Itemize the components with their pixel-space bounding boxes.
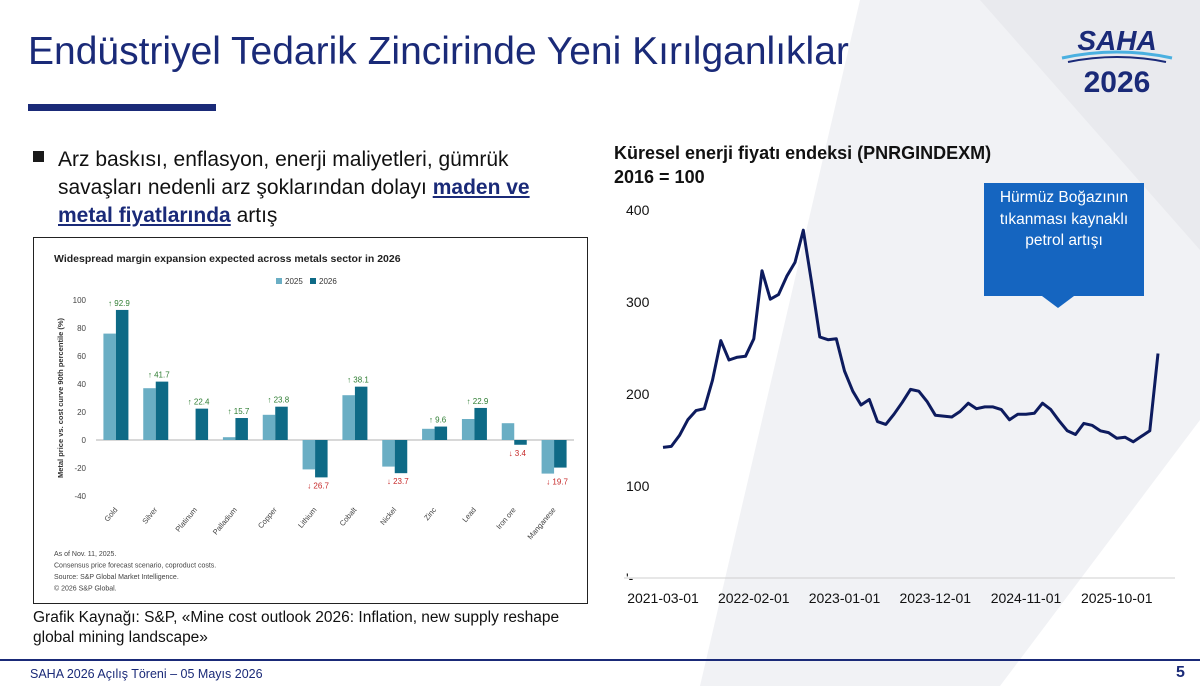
bar-data-label: ↑ 22.4 (188, 398, 210, 407)
bar-2025 (262, 414, 276, 440)
bar-2026 (354, 386, 368, 440)
bar-data-label: ↑ 22.9 (467, 397, 489, 406)
legend-label-2025: 2025 (285, 277, 303, 286)
line-y-tick-label: 200 (626, 386, 650, 402)
bullet-text-end: artış (230, 204, 278, 227)
line-x-tick-label: 2024-11-01 (991, 590, 1062, 606)
line-x-tick-label: 2025-10-01 (1081, 590, 1153, 606)
bar-2025 (342, 395, 355, 440)
line-y-tick-label: 400 (626, 202, 650, 218)
bar-y-tick-label: 40 (77, 380, 86, 389)
bar-category-label: Gold (102, 506, 119, 524)
bar-2025 (461, 419, 475, 440)
bar-2025 (501, 423, 515, 440)
bar-y-tick-label: 0 (82, 436, 87, 445)
bar-data-label: ↑ 38.1 (347, 376, 369, 385)
bar-2025 (103, 333, 116, 440)
bar-y-tick-label: 100 (73, 296, 87, 305)
bar-data-label: ↑ 15.7 (228, 407, 250, 416)
bar-y-tick-label: -40 (74, 492, 86, 501)
energy-chart-subtitle: 2016 = 100 (614, 167, 705, 187)
bar-2026 (195, 408, 209, 440)
bar-data-label: ↓ 23.7 (387, 477, 409, 486)
bar-2025 (382, 440, 395, 467)
bar-y-tick-label: 80 (77, 324, 86, 333)
bar-note: © 2026 S&P Global. (54, 585, 117, 593)
bar-2026 (315, 440, 328, 478)
bar-category-label: Palladium (211, 506, 239, 537)
bar-2026 (434, 426, 448, 440)
bar-category-label: Platinum (173, 506, 199, 534)
line-x-tick-label: 2022-02-01 (718, 590, 790, 606)
bar-data-label: ↑ 92.9 (108, 299, 130, 308)
footer-divider (0, 659, 1200, 661)
bar-2025 (222, 437, 236, 440)
bar-data-label: ↑ 41.7 (148, 371, 170, 380)
bar-data-label: ↓ 3.4 (509, 449, 527, 458)
line-y-tick-label: 100 (626, 478, 650, 494)
bar-category-label: Silver (140, 505, 159, 526)
legend-swatch-2026 (310, 278, 316, 284)
bar-chart-title: Widespread margin expansion expected acr… (54, 253, 401, 265)
saha-2026-logo: SAHA 2026 (1061, 25, 1173, 96)
bar-data-label: ↑ 9.6 (429, 416, 447, 425)
legend-swatch-2025 (276, 278, 282, 284)
energy-chart-title-line: Küresel enerji fiyatı endeksi (PNRGINDEX… (614, 143, 992, 163)
bar-category-label: Nickel (378, 505, 398, 527)
bar-2025 (541, 440, 555, 474)
bar-2026 (235, 418, 248, 440)
bar-2025 (143, 388, 156, 440)
logo-bottom-text: 2026 (1084, 66, 1151, 96)
page-title: Endüstriyel Tedarik Zincirinde Yeni Kırı… (28, 30, 849, 73)
energy-index-line (662, 228, 1160, 449)
page-number: 5 (1176, 664, 1185, 681)
bar-y-tick-label: 20 (77, 408, 86, 417)
bar-2026 (275, 406, 288, 440)
bar-category-label: Copper (256, 505, 279, 530)
metals-margin-bar-chart: Widespread margin expansion expected acr… (54, 253, 574, 593)
callout-pointer (1042, 296, 1074, 308)
bar-note: Source: S&P Global Market Intelligence. (54, 574, 179, 581)
bar-data-label: ↑ 23.8 (267, 396, 289, 405)
footer-text: SAHA 2026 Açılış Töreni – 05 Mayıs 2026 (30, 667, 263, 681)
bar-2026 (554, 440, 567, 468)
bar-category-label: Cobalt (338, 505, 359, 528)
bar-2025 (422, 428, 435, 440)
chart-source: Grafik Kaynağı: S&P, «Mine cost outlook … (33, 609, 560, 646)
bar-y-tick-label: -20 (74, 464, 86, 473)
bar-y-axis-label: Metal price vs. cost curve 90th percenti… (56, 317, 65, 478)
line-x-tick-label: 2021-03-01 (627, 590, 699, 606)
bar-category-label: Iron ore (494, 506, 518, 532)
legend-label-2026: 2026 (319, 277, 337, 286)
energy-chart-title: Küresel enerji fiyatı endeksi (PNRGINDEX… (614, 141, 991, 189)
bar-note: As of Nov. 11, 2025. (54, 551, 116, 558)
bar-2026 (115, 309, 129, 440)
bar-category-label: Lead (460, 506, 478, 525)
title-underline (28, 104, 216, 111)
bar-2026 (155, 381, 169, 440)
bar-2026 (474, 407, 487, 440)
bar-legend: 2025 2026 (276, 277, 337, 286)
line-x-tick-label: 2023-12-01 (899, 590, 971, 606)
hormuz-callout: Hürmüz Boğazının tıkanması kaynaklı petr… (984, 183, 1144, 296)
bar-data-label: ↓ 26.7 (307, 481, 329, 490)
bar-data-label: ↓ 19.7 (546, 478, 568, 487)
bullet-square-icon (33, 151, 44, 162)
bullet-text-part: Arz baskısı, enflasyon, enerji maliyetle… (58, 148, 509, 199)
bar-category-label: Manganese (526, 506, 558, 542)
bar-2026 (514, 440, 527, 445)
bullet-text: Arz baskısı, enflasyon, enerji maliyetle… (58, 146, 578, 230)
bar-note: Consensus price forecast scenario, copro… (54, 563, 216, 570)
line-y-tick-label: 300 (626, 294, 650, 310)
bar-2025 (302, 440, 316, 470)
bar-2026 (394, 440, 408, 474)
bar-category-label: Zinc (422, 505, 438, 522)
bar-category-label: Lithium (296, 506, 318, 530)
bullet-highlight: maden ve metal fiyatlarında (58, 176, 530, 227)
line-x-tick-label: 2023-01-01 (809, 590, 881, 606)
bar-y-tick-label: 60 (77, 352, 86, 361)
metals-chart-panel: Widespread margin expansion expected acr… (33, 237, 588, 604)
